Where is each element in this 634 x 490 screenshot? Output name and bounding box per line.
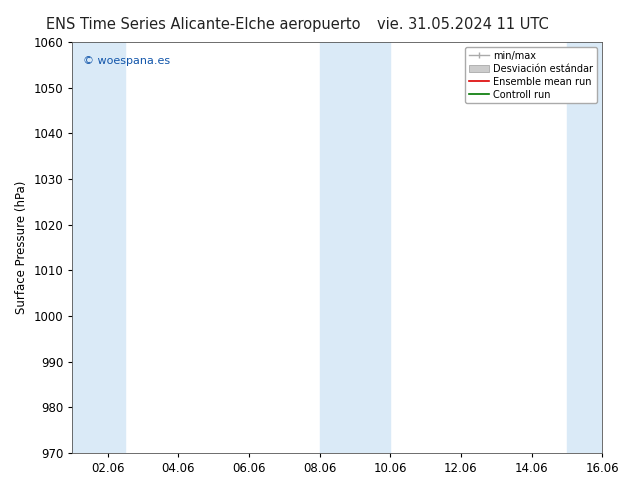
Bar — [320, 42, 391, 453]
Text: © woespana.es: © woespana.es — [83, 56, 170, 67]
Y-axis label: Surface Pressure (hPa): Surface Pressure (hPa) — [15, 181, 28, 314]
Text: ENS Time Series Alicante-Elche aeropuerto: ENS Time Series Alicante-Elche aeropuert… — [46, 17, 360, 32]
Text: vie. 31.05.2024 11 UTC: vie. 31.05.2024 11 UTC — [377, 17, 548, 32]
Bar — [567, 42, 602, 453]
Bar — [72, 42, 126, 453]
Legend: min/max, Desviación estándar, Ensemble mean run, Controll run: min/max, Desviación estándar, Ensemble m… — [465, 47, 597, 103]
